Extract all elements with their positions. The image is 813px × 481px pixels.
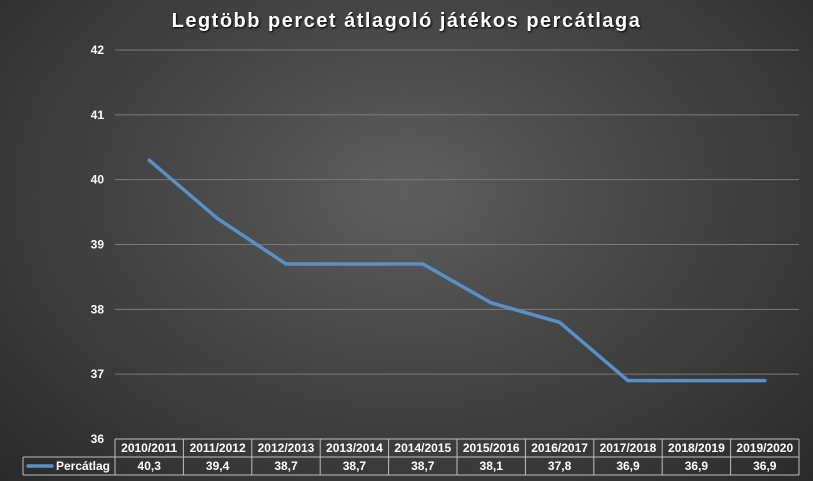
data-value-label: 38,1 [480,459,504,473]
data-point [558,320,562,324]
data-point [216,217,220,221]
category-label: 2018/2019 [668,441,725,455]
data-point [626,379,630,383]
data-point [489,301,493,305]
data-point [284,262,288,266]
category-label: 2015/2016 [463,441,520,455]
series-line-percatlag [147,158,767,383]
category-label: 2013/2014 [326,441,383,455]
category-label: 2011/2012 [190,441,246,455]
y-tick-label: 39 [91,238,105,252]
data-value-label: 40,3 [138,459,162,473]
data-point [421,262,425,266]
data-point [352,262,356,266]
category-label: 2010/2011 [121,441,177,455]
data-value-label: 39,4 [206,459,230,473]
y-tick-label: 36 [91,432,105,446]
y-tick-label: 42 [91,43,105,57]
category-label: 2019/2020 [736,441,793,455]
data-value-label: 37,8 [548,459,572,473]
data-value-label: 36,9 [685,459,709,473]
data-value-label: 38,7 [411,459,435,473]
data-value-label: 36,9 [616,459,640,473]
data-value-label: 38,7 [274,459,298,473]
data-value-label: 36,9 [753,459,777,473]
chart-title: Legtöbb percet átlagoló játékos percátla… [171,10,642,32]
data-value-label: 38,7 [343,459,367,473]
category-label: 2014/2015 [394,441,451,455]
y-tick-label: 38 [91,302,105,316]
data-point [763,379,767,383]
category-label: 2016/2017 [531,441,588,455]
category-label: 2017/2018 [600,441,657,455]
y-tick-label: 40 [91,173,105,187]
y-tick-label: 37 [91,367,105,381]
data-point [147,158,151,162]
category-label: 2012/2013 [258,441,315,455]
y-tick-label: 41 [91,108,105,122]
data-point [694,379,698,383]
legend-label-percatlag: Percátlag [56,459,110,473]
